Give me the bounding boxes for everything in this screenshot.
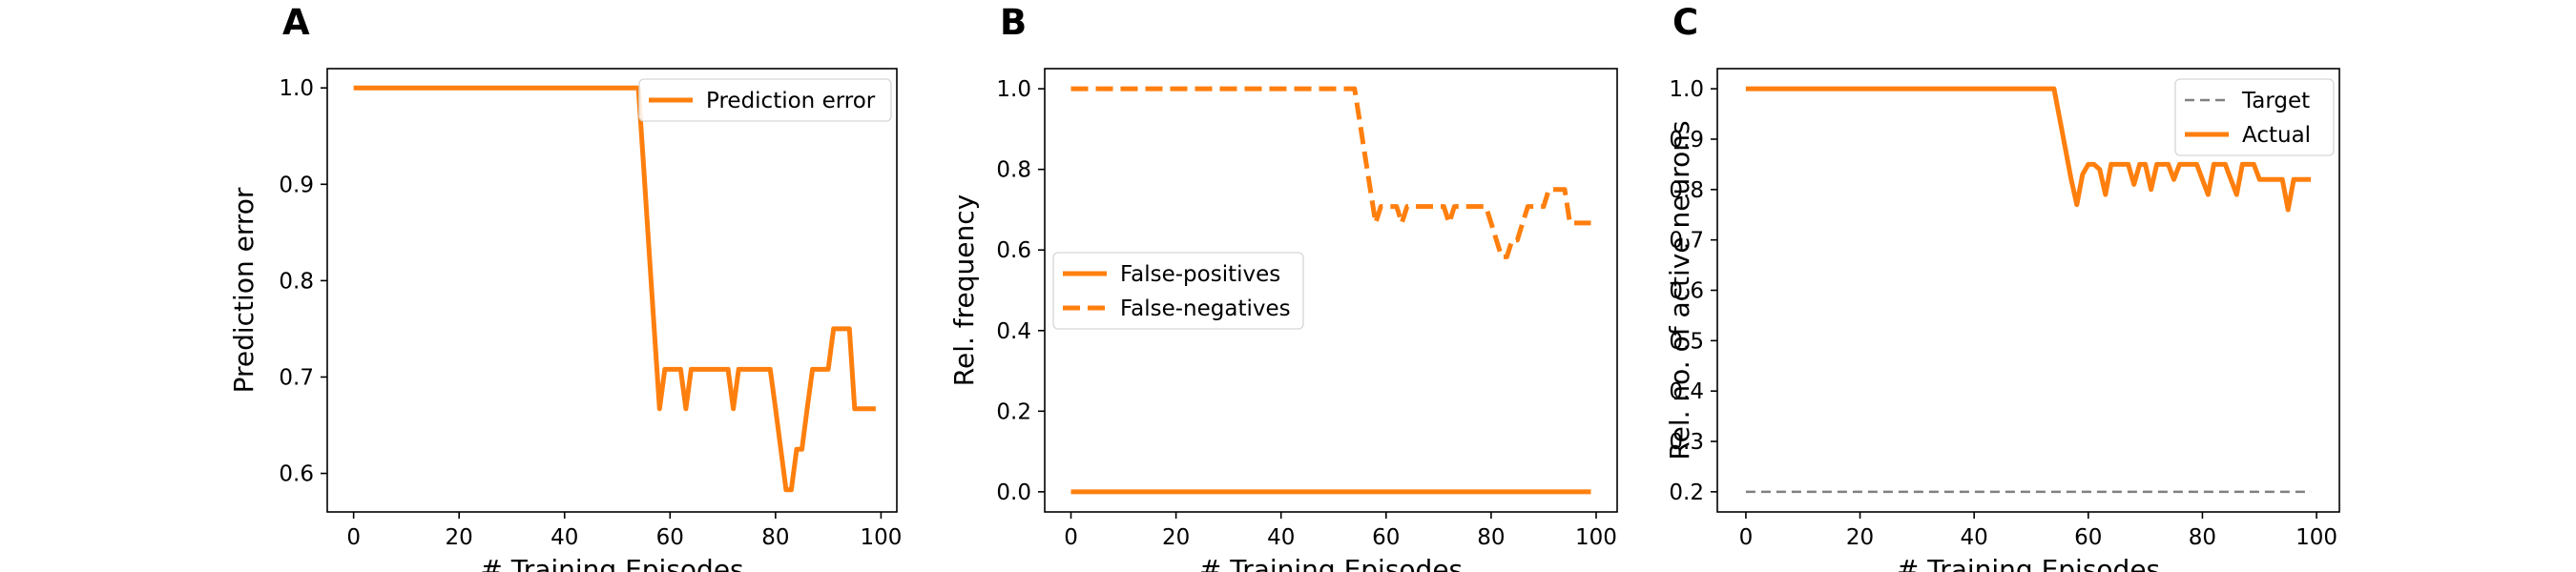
y-tick-label: 0.9 — [1669, 128, 1704, 153]
y-tick-label: 0.6 — [1669, 279, 1704, 304]
x-axis-label: # Training Episodes — [1897, 554, 2160, 572]
x-tick-label: 40 — [1267, 525, 1295, 550]
y-tick-label: 0.7 — [1669, 229, 1704, 254]
panel-c: C 0 20 40 60 80 100 0.2 0.3 0.4 0.5 0.6 0.7 0.8 0.9 1.0… — [1664, 2, 2340, 572]
y-tick-label: 0.6 — [279, 462, 314, 487]
legend-label: False-negatives — [1120, 296, 1291, 321]
x-tick-label: 60 — [1372, 525, 1400, 550]
panel-b: B 0 20 40 60 80 100 0.0 0.2 0.4 0.6 0.8 1.0 # Trainin… — [948, 2, 1618, 572]
x-tick-label: 20 — [446, 525, 473, 550]
panel-letter: C — [1672, 2, 1698, 43]
plot-frame — [326, 68, 898, 513]
y-tick-label: 0.4 — [1669, 379, 1704, 404]
legend-label: False-positives — [1120, 262, 1280, 287]
x-tick-label: 80 — [2189, 525, 2216, 550]
y-tick-label: 0.3 — [1669, 430, 1704, 455]
x-tick-label: 40 — [551, 525, 578, 550]
panel-a: A 0 20 40 60 80 100 0.6 0.7 0.8 0.9 1.0 # Training E… — [228, 2, 902, 572]
series-line-actual — [1745, 86, 2312, 213]
legend: Target Actual — [2174, 78, 2335, 156]
x-tick-label: 0 — [1064, 525, 1078, 550]
y-tick-label: 0.7 — [279, 365, 314, 390]
y-tick-label: 0.5 — [1669, 329, 1704, 354]
x-tick-label: 60 — [2074, 525, 2102, 550]
legend: False-positives False-negatives — [1052, 252, 1304, 330]
y-tick-label: 0.8 — [996, 158, 1031, 183]
y-tick-label: 0.4 — [996, 319, 1031, 344]
y-tick-label: 1.0 — [1669, 77, 1704, 102]
plot-frame — [1044, 68, 1618, 513]
panel-letter: B — [1000, 2, 1027, 43]
legend-box — [1052, 252, 1304, 330]
panel-letter: A — [282, 2, 310, 43]
y-tick-label: 1.0 — [996, 77, 1031, 102]
x-tick-label: 100 — [860, 525, 902, 550]
y-tick-label: 0.8 — [1669, 178, 1704, 203]
y-tick-label: 0.2 — [1669, 480, 1704, 505]
y-tick-label: 0.8 — [279, 269, 314, 294]
x-axis-label: # Training Episodes — [480, 554, 743, 572]
series-line-false-negatives — [1070, 86, 1591, 259]
y-tick-label: 0.2 — [996, 399, 1031, 424]
x-tick-label: 80 — [761, 525, 789, 550]
legend-label: Actual — [2242, 123, 2311, 148]
y-tick-label: 1.0 — [279, 76, 314, 101]
x-tick-label: 40 — [1961, 525, 1988, 550]
x-tick-label: 0 — [346, 525, 361, 550]
y-tick-label: 0.9 — [279, 173, 314, 197]
x-tick-label: 80 — [1477, 525, 1505, 550]
x-tick-label: 60 — [656, 525, 684, 550]
x-axis-label: # Training Episodes — [1199, 554, 1463, 572]
x-tick-label: 20 — [1846, 525, 1874, 550]
y-tick-label: 0.6 — [996, 238, 1031, 263]
x-tick-label: 0 — [1739, 525, 1754, 550]
y-axis-label: Rel. frequency — [948, 194, 980, 386]
series-line-prediction-error — [353, 85, 876, 493]
y-tick-label: 0.0 — [996, 480, 1031, 505]
legend-label: Prediction error — [706, 89, 876, 113]
legend-box — [638, 78, 892, 122]
y-axis-label: Prediction error — [228, 187, 260, 393]
x-tick-label: 20 — [1162, 525, 1190, 550]
y-axis-label: Rel. no. of active neurons — [1664, 120, 1695, 460]
x-tick-label: 100 — [2296, 525, 2337, 550]
legend-label: Target — [2241, 89, 2310, 113]
legend: Prediction error — [638, 78, 892, 122]
x-tick-label: 100 — [1575, 525, 1617, 550]
